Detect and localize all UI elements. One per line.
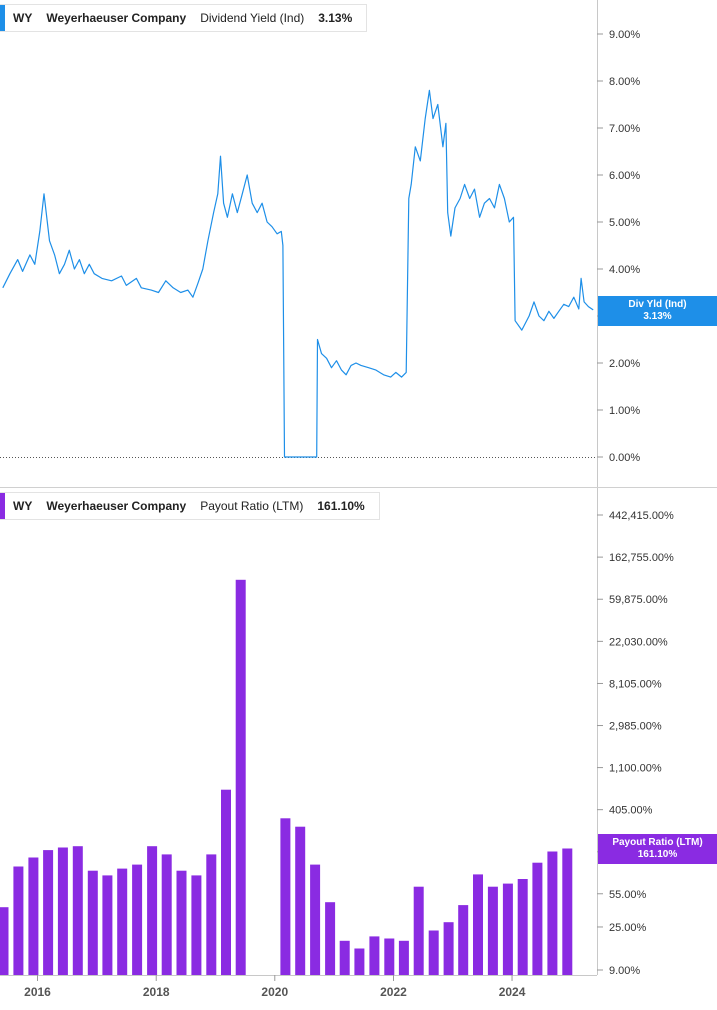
top-y-tick-label: 4.00% [609,264,640,276]
payout-ratio-bar [102,875,113,975]
payout-ratio-bar [206,854,217,975]
payout-ratio-bar [280,818,291,975]
payout-ratio-bar [325,902,336,975]
payout-ratio-bar [384,938,395,975]
dividend-yield-value-tag: Div Yld (Ind) 3.13% [598,296,717,326]
top-legend-swatch [0,5,5,31]
payout-ratio-tag-value: 161.10% [637,849,678,860]
bottom-y-tick-label: 405.00% [609,805,653,817]
payout-ratio-bar [398,940,409,975]
payout-ratio-bar [191,875,202,975]
dividend-yield-line [2,89,594,458]
top-legend-company: Weyerhaeuser Company [46,11,187,25]
payout-ratio-bar [458,905,469,975]
dividend-yield-tag-label: Div Yld (Ind) [628,299,687,310]
payout-ratio-tag-label: Payout Ratio (LTM) [612,837,703,848]
payout-ratio-bar [221,789,231,975]
payout-ratio-bar [310,864,321,975]
payout-ratio-bar [147,846,158,975]
payout-ratio-bar [473,874,483,975]
bottom-legend: WY Weyerhaeuser Company Payout Ratio (LT… [0,492,380,520]
payout-ratio-value-tag: Payout Ratio (LTM) 161.10% [598,834,717,864]
payout-ratio-bar [547,851,558,975]
payout-ratio-bar [13,866,24,975]
payout-ratio-bar [117,868,128,975]
payout-ratio-bar [532,862,543,975]
x-axis-tick-label: 2016 [24,985,51,999]
payout-ratio-bar [132,864,143,975]
bottom-y-tick-label: 25.00% [609,922,647,934]
x-axis-tick-label: 2020 [261,985,288,999]
top-legend-value: 3.13% [318,11,353,25]
payout-ratio-bar [57,847,68,975]
bottom-y-tick-label: 1,100.00% [609,763,662,775]
payout-ratio-bar [72,846,83,975]
bottom-y-tick-label: 162,755.00% [609,552,674,564]
payout-ratio-bar [235,579,246,975]
top-y-tick-label: 7.00% [609,123,640,135]
payout-ratio-bar [161,854,172,975]
payout-ratio-bar [0,907,9,975]
top-y-tick-label: 8.00% [609,76,640,88]
bottom-legend-ticker: WY [13,499,33,513]
bottom-legend-swatch [0,493,5,519]
top-y-tick-label: 6.00% [609,170,640,182]
dividend-yield-tag-value: 3.13% [643,311,672,322]
payout-ratio-bar [369,936,380,975]
bottom-y-tick-label: 9.00% [609,965,640,977]
payout-ratio-bar [43,850,54,975]
payout-ratio-bar [443,922,454,975]
payout-ratio-bar [339,940,350,975]
payout-ratio-bar [87,870,98,975]
top-legend-metric: Dividend Yield (Ind) [200,11,305,25]
payout-ratio-bar [176,870,187,975]
payout-ratio-bar [517,879,528,975]
bottom-y-tick-label: 59,875.00% [609,594,668,606]
top-y-tick-label: 2.00% [609,358,640,370]
payout-ratio-bar [413,886,424,975]
bottom-y-tick-label: 8,105.00% [609,678,662,690]
bottom-legend-company: Weyerhaeuser Company [46,499,187,513]
bottom-y-tick-label: 22,030.00% [609,636,668,648]
payout-ratio-bar [428,930,439,975]
x-axis-tick-label: 2018 [143,985,170,999]
top-y-tick-label: 9.00% [609,29,640,41]
x-axis-tick-label: 2022 [380,985,407,999]
bottom-y-tick-label: 2,985.00% [609,721,662,733]
payout-ratio-bar [487,886,498,975]
bottom-y-tick-label: 55.00% [609,889,647,901]
top-y-tick-label: 1.00% [609,405,640,417]
x-axis-tick-label: 2024 [499,985,526,999]
top-y-tick-label: 0.00% [609,452,640,464]
payout-ratio-bar [354,948,365,975]
top-y-tick-label: 5.00% [609,217,640,229]
payout-ratio-bar [28,857,39,975]
top-legend-ticker: WY [13,11,33,25]
bottom-legend-metric: Payout Ratio (LTM) [200,499,304,513]
payout-ratio-bar [502,883,513,975]
bottom-legend-value: 161.10% [317,499,365,513]
payout-ratio-bar [562,848,573,975]
top-legend: WY Weyerhaeuser Company Dividend Yield (… [0,4,368,32]
bottom-y-tick-label: 442,415.00% [609,510,674,522]
payout-ratio-bar [295,826,306,975]
